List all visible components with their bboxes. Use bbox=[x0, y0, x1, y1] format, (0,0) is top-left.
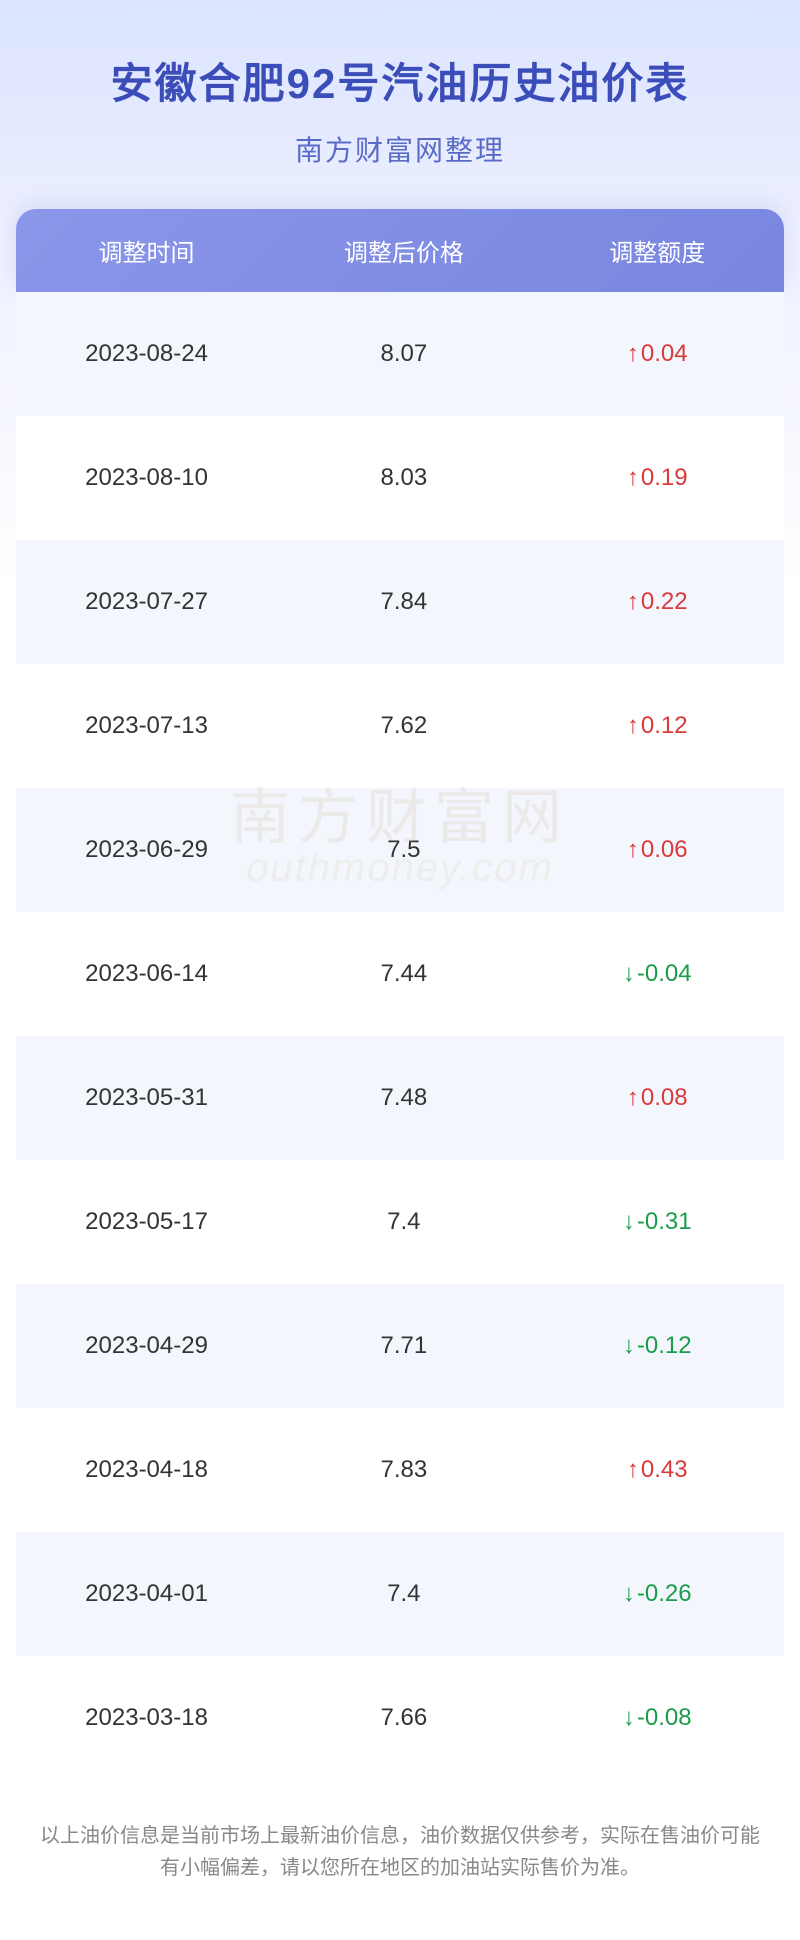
change-value: 0.06 bbox=[641, 836, 688, 863]
cell-date: 2023-04-01 bbox=[16, 1580, 277, 1608]
change-value: 0.12 bbox=[641, 712, 688, 739]
footer-disclaimer: 以上油价信息是当前市场上最新油价信息，油价数据仅供参考，实际在售油价可能有小幅偏… bbox=[0, 1780, 800, 1914]
cell-date: 2023-08-24 bbox=[16, 340, 277, 368]
cell-price: 7.66 bbox=[277, 1704, 530, 1732]
table-row: 2023-04-187.83↑0.43 bbox=[16, 1408, 784, 1532]
cell-date: 2023-04-18 bbox=[16, 1456, 277, 1484]
cell-change: ↑0.22 bbox=[531, 588, 784, 616]
arrow-up-icon: ↑ bbox=[627, 1084, 639, 1111]
column-header-change: 调整额度 bbox=[531, 233, 784, 268]
arrow-down-icon: ↓ bbox=[623, 1208, 635, 1235]
change-value: 0.04 bbox=[641, 340, 688, 367]
change-value: 0.22 bbox=[641, 588, 688, 615]
cell-date: 2023-03-18 bbox=[16, 1704, 277, 1732]
page-title: 安徽合肥92号汽油历史油价表 bbox=[30, 50, 770, 111]
change-value: 0.43 bbox=[641, 1456, 688, 1483]
arrow-down-icon: ↓ bbox=[623, 1704, 635, 1731]
cell-change: ↑0.12 bbox=[531, 712, 784, 740]
arrow-down-icon: ↓ bbox=[623, 960, 635, 987]
cell-price: 8.03 bbox=[277, 464, 530, 492]
cell-price: 8.07 bbox=[277, 340, 530, 368]
arrow-up-icon: ↑ bbox=[627, 340, 639, 367]
cell-change: ↓-0.04 bbox=[531, 960, 784, 988]
cell-date: 2023-05-31 bbox=[16, 1084, 277, 1112]
table-row: 2023-08-108.03↑0.19 bbox=[16, 416, 784, 540]
column-header-price: 调整后价格 bbox=[277, 233, 530, 268]
arrow-up-icon: ↑ bbox=[627, 1456, 639, 1483]
table-header-row: 调整时间 调整后价格 调整额度 bbox=[16, 209, 784, 292]
cell-price: 7.83 bbox=[277, 1456, 530, 1484]
cell-price: 7.71 bbox=[277, 1332, 530, 1360]
cell-change: ↑0.08 bbox=[531, 1084, 784, 1112]
cell-change: ↓-0.31 bbox=[531, 1208, 784, 1236]
cell-change: ↑0.06 bbox=[531, 836, 784, 864]
cell-price: 7.62 bbox=[277, 712, 530, 740]
cell-date: 2023-06-29 bbox=[16, 836, 277, 864]
cell-change: ↓-0.08 bbox=[531, 1704, 784, 1732]
cell-price: 7.84 bbox=[277, 588, 530, 616]
cell-date: 2023-07-27 bbox=[16, 588, 277, 616]
cell-price: 7.48 bbox=[277, 1084, 530, 1112]
table-body: 2023-08-248.07↑0.042023-08-108.03↑0.1920… bbox=[16, 292, 784, 1780]
cell-price: 7.4 bbox=[277, 1208, 530, 1236]
cell-change: ↓-0.26 bbox=[531, 1580, 784, 1608]
cell-date: 2023-06-14 bbox=[16, 960, 277, 988]
change-value: -0.08 bbox=[637, 1704, 692, 1731]
price-table: 调整时间 调整后价格 调整额度 2023-08-248.07↑0.042023-… bbox=[16, 209, 784, 1780]
change-value: 0.19 bbox=[641, 464, 688, 491]
cell-date: 2023-05-17 bbox=[16, 1208, 277, 1236]
cell-change: ↑0.19 bbox=[531, 464, 784, 492]
cell-price: 7.44 bbox=[277, 960, 530, 988]
table-row: 2023-05-317.48↑0.08 bbox=[16, 1036, 784, 1160]
arrow-up-icon: ↑ bbox=[627, 712, 639, 739]
arrow-down-icon: ↓ bbox=[623, 1580, 635, 1607]
cell-date: 2023-08-10 bbox=[16, 464, 277, 492]
cell-date: 2023-04-29 bbox=[16, 1332, 277, 1360]
cell-price: 7.5 bbox=[277, 836, 530, 864]
cell-change: ↓-0.12 bbox=[531, 1332, 784, 1360]
arrow-up-icon: ↑ bbox=[627, 588, 639, 615]
cell-change: ↑0.04 bbox=[531, 340, 784, 368]
table-row: 2023-04-017.4↓-0.26 bbox=[16, 1532, 784, 1656]
table-row: 2023-04-297.71↓-0.12 bbox=[16, 1284, 784, 1408]
table-row: 2023-06-147.44↓-0.04 bbox=[16, 912, 784, 1036]
page-header: 安徽合肥92号汽油历史油价表 南方财富网整理 bbox=[0, 0, 800, 209]
table-row: 2023-07-277.84↑0.22 bbox=[16, 540, 784, 664]
change-value: -0.04 bbox=[637, 960, 692, 987]
arrow-up-icon: ↑ bbox=[627, 464, 639, 491]
page-subtitle: 南方财富网整理 bbox=[30, 129, 770, 169]
arrow-down-icon: ↓ bbox=[623, 1332, 635, 1359]
table-row: 2023-07-137.62↑0.12 bbox=[16, 664, 784, 788]
change-value: 0.08 bbox=[641, 1084, 688, 1111]
change-value: -0.31 bbox=[637, 1208, 692, 1235]
column-header-date: 调整时间 bbox=[16, 233, 277, 268]
cell-price: 7.4 bbox=[277, 1580, 530, 1608]
cell-change: ↑0.43 bbox=[531, 1456, 784, 1484]
table-row: 2023-06-297.5↑0.06 bbox=[16, 788, 784, 912]
arrow-up-icon: ↑ bbox=[627, 836, 639, 863]
table-row: 2023-05-177.4↓-0.31 bbox=[16, 1160, 784, 1284]
change-value: -0.26 bbox=[637, 1580, 692, 1607]
table-row: 2023-08-248.07↑0.04 bbox=[16, 292, 784, 416]
cell-date: 2023-07-13 bbox=[16, 712, 277, 740]
change-value: -0.12 bbox=[637, 1332, 692, 1359]
table-row: 2023-03-187.66↓-0.08 bbox=[16, 1656, 784, 1780]
